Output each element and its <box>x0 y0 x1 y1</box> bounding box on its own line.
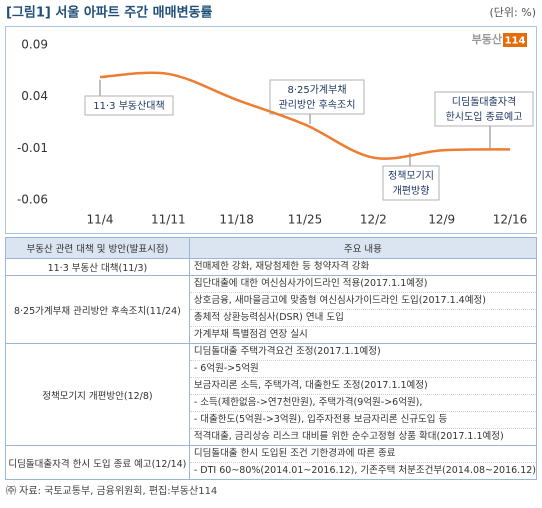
header-row: 부동산 관련 대책 및 방안(발표시점) 주요 내용 <box>5 237 538 259</box>
content-item: 집단대출에 대한 여신심사가이드라인 적용(2017.1.1예정) <box>189 276 536 293</box>
row-label: 11·3 부동산 대책(11/3) <box>5 258 190 276</box>
annotation-box <box>84 95 174 116</box>
content-item: 전매제한 강화, 재당첨제한 등 청약자격 강화 <box>193 261 370 272</box>
title: [그림1] 서울 아파트 주간 매매변동률 <box>6 5 213 21</box>
content-item: 상호금융, 새마을금고에 맞춤형 여신심사가이드라인 도입(2017.1.4예정… <box>189 293 536 310</box>
y-tick-label: 0.09 <box>21 38 48 52</box>
policy-table: 부동산 관련 대책 및 방안(발표시점) 주요 내용 11·3 부동산 대책(11/… <box>5 237 538 480</box>
row-content: 전매제한 강화, 재당첨제한 등 청약자격 강화 <box>188 258 538 276</box>
logo-box <box>503 33 527 47</box>
annotation-box <box>434 91 534 127</box>
x-tick-label: 12/16 <box>493 213 528 227</box>
annotation-text: 관리방안 후속조치 <box>279 99 356 111</box>
row-label: 8·25가계부채 관리방안 후속조치(11/24) <box>5 275 190 344</box>
row-label: 정책모기지 개편방안(12/8) <box>5 343 190 446</box>
annotation-box <box>382 165 440 201</box>
logo-number: 114 <box>505 36 526 47</box>
logo-name: 부동산 <box>472 32 502 46</box>
content-item: 디딤돌대출 한시 도입된 조건 기한경과에 따른 종료 <box>189 446 536 463</box>
annotation-text: 정책모기지 <box>388 170 434 182</box>
y-tick-label: -0.06 <box>17 193 48 207</box>
annotation-text: 8·25가계부채 <box>287 84 346 96</box>
table-row: 디딤돌대출자격 한시 도입 종료 예고(12/14) 디딤돌대출 한시 도입된 조… <box>5 445 538 480</box>
x-tick-label: 11/4 <box>87 213 114 227</box>
x-tick-label: 11/25 <box>288 213 323 227</box>
annotation-text: 11·3 부동산대책 <box>93 100 164 112</box>
series-line <box>99 71 511 160</box>
row-content: 집단대출에 대한 여신심사가이드라인 적용(2017.1.1예정) 상호금융, 새… <box>188 275 538 344</box>
x-tick-label: 12/9 <box>428 213 455 227</box>
row-content: 디딤돌대출 주택가격요건 조정(2017.1.1예정) - 6억원->5억원 보금자… <box>188 343 538 446</box>
row-label: 디딤돌대출자격 한시 도입 종료 예고(12/14) <box>5 445 190 480</box>
y-tick-label: 0.04 <box>21 89 48 103</box>
annotation-text: 한시도입 종료예고 <box>446 110 523 123</box>
content-item: 보금자리론 소득, 주택가격, 대출한도 조정(2017.1.1예정) <box>189 378 536 395</box>
table-row: 8·25가계부채 관리방안 후속조치(11/24) 집단대출에 대한 여신심사가이… <box>5 275 538 344</box>
source: ㈜ 자료: 국토교통부, 금융위원회, 편집:부동산114 <box>6 486 218 497</box>
chart-frame <box>5 26 537 234</box>
annotation-text: 개편방향 <box>393 185 430 197</box>
content-item: - 6억원->5억원 <box>189 361 536 378</box>
content-item: 디딤돌대출 주택가격요건 조정(2017.1.1예정) <box>189 344 536 361</box>
content-item: 가계부채 특별점검 연장 실시 <box>193 329 308 340</box>
unit: (단위: %) <box>490 6 536 19</box>
content-item: - DTI 60~80%(2014.01~2016.12), 기존주택 처분조건… <box>193 465 536 476</box>
column-header: 부동산 관련 대책 및 방안(발표시점) <box>5 237 190 259</box>
row-content: 디딤돌대출 한시 도입된 조건 기한경과에 따른 종료 - DTI 60~80%(… <box>188 445 538 480</box>
table-row: 정책모기지 개편방안(12/8) 디딤돌대출 주택가격요건 조정(2017.1.1… <box>5 343 538 446</box>
x-tick-label: 11/11 <box>151 213 186 227</box>
table-row: 11·3 부동산 대책(11/3) 전매제한 강화, 재당첨제한 등 청약자격 강… <box>5 258 538 276</box>
y-tick-label: -0.01 <box>17 141 48 155</box>
content-item: - 소득(제한없음->연7천만원), 주택가격(9억원->6억원), <box>189 395 536 412</box>
x-tick-label: 11/18 <box>219 213 254 227</box>
content-item: 적격대출, 금리상승 리스크 대비를 위한 순수고정형 상품 확대(2017.1… <box>193 431 504 442</box>
x-tick-label: 12/2 <box>360 213 387 227</box>
column-header: 주요 내용 <box>188 237 538 259</box>
content-item: 총체적 상환능력심사(DSR) 연내 도입 <box>189 310 536 327</box>
content-item: - 대출한도(5억원->3억원), 입주자전용 보금자리론 신규도입 등 <box>189 412 536 429</box>
annotation-box <box>269 79 365 115</box>
annotation-text: 디딤돌대출자격 <box>452 95 516 108</box>
chart: [그림1] 서울 아파트 주간 매매변동률 (단위: %) 0.09 0.04 -0… <box>5 5 537 234</box>
